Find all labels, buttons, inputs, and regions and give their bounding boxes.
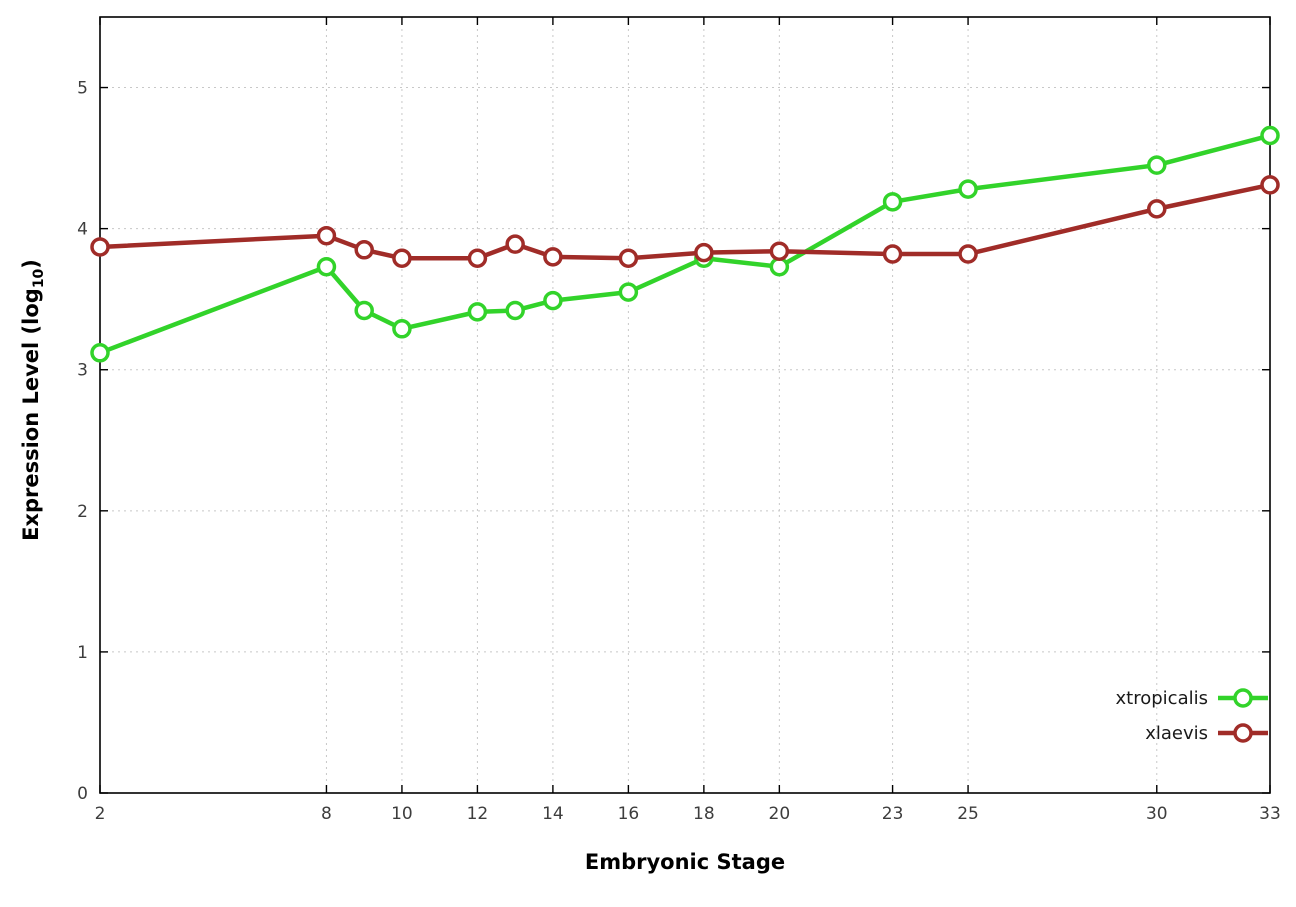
marker-xtropicalis <box>882 192 903 212</box>
x-tick-label: 14 <box>542 804 564 824</box>
marker-xtropicalis <box>354 300 374 321</box>
y-tick-label: 3 <box>77 361 88 381</box>
x-axis-label: Embryonic Stage <box>584 850 786 874</box>
marker-xlaevis <box>958 244 978 264</box>
y-tick-label: 5 <box>77 79 88 99</box>
marker-xtropicalis <box>769 256 790 277</box>
marker-xtropicalis <box>1260 125 1280 146</box>
x-tick-label: 25 <box>957 804 979 824</box>
marker-xtropicalis <box>1147 155 1167 175</box>
series-line-xtropicalis <box>97 133 1273 356</box>
x-tick-label: 8 <box>321 804 332 824</box>
marker-xtropicalis <box>505 300 525 321</box>
y-tick-label: 0 <box>77 784 88 804</box>
series-line-xlaevis <box>97 182 1273 261</box>
marker-xlaevis <box>316 225 337 246</box>
y-tick-label: 1 <box>77 643 88 663</box>
y-tick-label: 2 <box>77 502 88 522</box>
x-tick-label: 18 <box>693 804 715 824</box>
legend-label-xtropicalis: xtropicalis <box>1116 688 1208 709</box>
y-axis-label-suffix: ) <box>18 259 43 269</box>
x-tick-label: 30 <box>1146 804 1168 824</box>
marker-xlaevis <box>392 248 412 269</box>
marker-xlaevis <box>467 248 488 269</box>
marker-xtropicalis <box>543 290 563 311</box>
marker-xlaevis <box>1260 175 1280 195</box>
y-axis-label: Expression Level (log10) <box>19 259 47 541</box>
marker-xlaevis <box>90 237 110 257</box>
marker-xlaevis <box>543 247 563 267</box>
marker-xtropicalis <box>90 343 110 363</box>
marker-xtropicalis <box>392 319 412 339</box>
marker-xlaevis <box>618 248 639 269</box>
x-tick-label: 12 <box>467 804 489 824</box>
marker-xlaevis <box>882 244 903 264</box>
marker-xtropicalis <box>316 256 337 277</box>
marker-xtropicalis <box>618 282 639 302</box>
x-tick-label: 20 <box>769 804 791 824</box>
plot-border <box>99 16 1271 794</box>
marker-xlaevis <box>694 242 714 263</box>
legend-sample-marker-xtropicalis <box>1233 688 1253 708</box>
y-axis-label-text: Expression Level (log <box>18 288 43 541</box>
legend-sample-marker-xlaevis <box>1233 723 1253 743</box>
marker-xlaevis <box>354 240 374 260</box>
marker-xlaevis <box>1147 199 1167 219</box>
x-tick-label: 10 <box>391 804 413 824</box>
x-tick-label: 16 <box>618 804 640 824</box>
x-tick-label: 2 <box>95 804 106 824</box>
x-tick-label: 23 <box>882 804 904 824</box>
marker-xtropicalis <box>467 302 488 322</box>
y-tick-label: 4 <box>77 220 88 240</box>
y-axis-label-subscript: 10 <box>31 268 48 289</box>
legend-label-xlaevis: xlaevis <box>1145 723 1208 744</box>
marker-xtropicalis <box>958 179 978 199</box>
x-tick-label: 33 <box>1259 804 1281 824</box>
marker-xlaevis <box>505 234 525 254</box>
marker-xlaevis <box>769 241 790 261</box>
